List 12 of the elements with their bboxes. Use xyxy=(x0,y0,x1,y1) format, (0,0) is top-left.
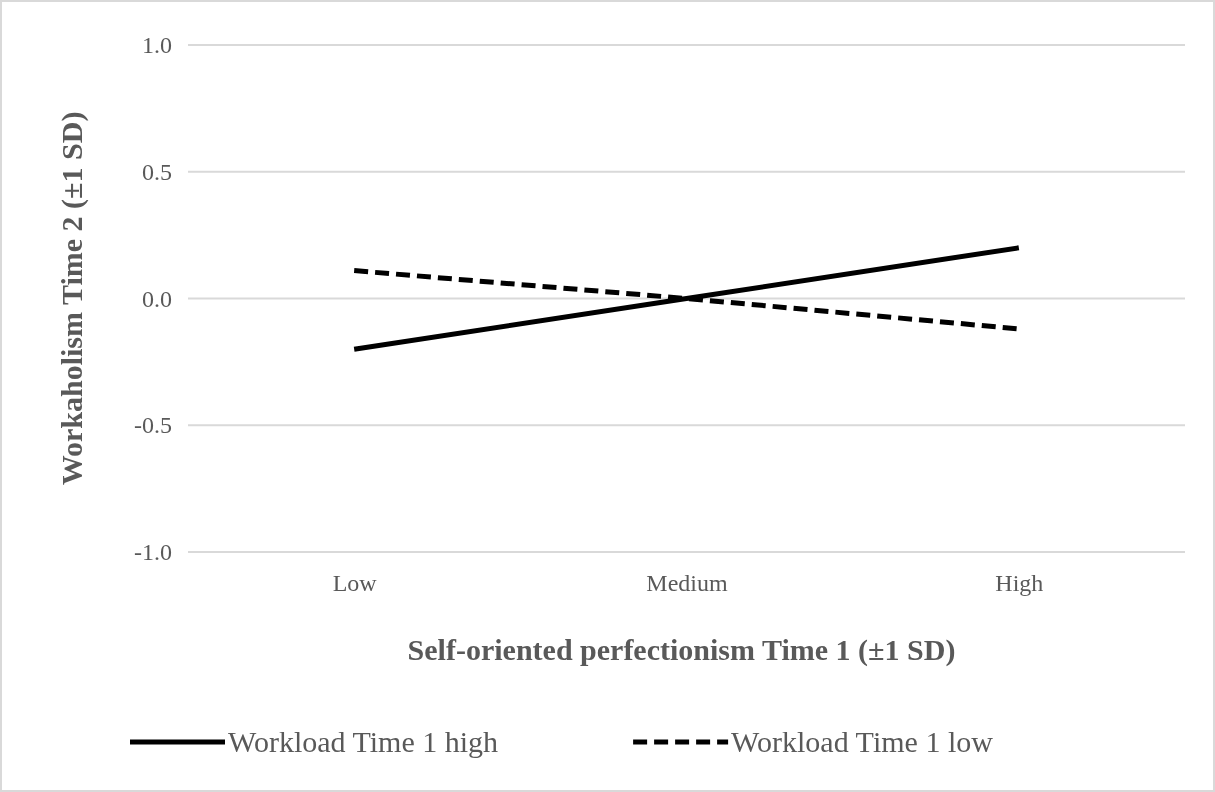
y-tick-label: 1.0 xyxy=(142,32,172,59)
y-tick-label: 0.0 xyxy=(142,285,172,312)
y-tick-label: -0.5 xyxy=(134,412,172,439)
x-tick-label: Medium xyxy=(646,570,728,597)
legend-label: Workload Time 1 high xyxy=(228,725,499,758)
y-tick-label: 0.5 xyxy=(142,158,172,185)
x-tick-label: Low xyxy=(332,570,378,597)
legend-label: Workload Time 1 low xyxy=(731,725,994,758)
y-axis-title: Workaholism Time 2 (±1 SD) xyxy=(55,111,89,486)
x-axis-title: Self-oriented perfectionism Time 1 (±1 SD) xyxy=(407,633,956,667)
x-tick-label: High xyxy=(995,570,1044,597)
y-tick-label: -1.0 xyxy=(134,539,172,566)
